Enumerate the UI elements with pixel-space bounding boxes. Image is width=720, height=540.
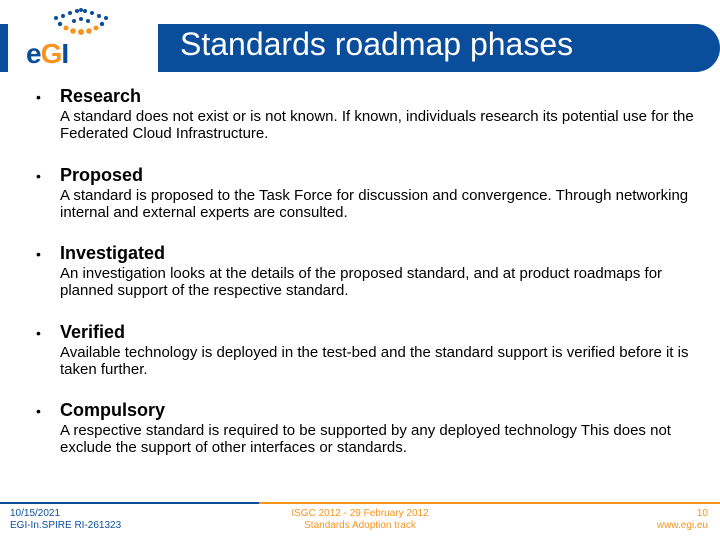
phase-title: Compulsory (60, 400, 165, 421)
footer-event: ISGC 2012 - 29 February 2012 (0, 508, 720, 520)
content-area: •Research A standard does not exist or i… (36, 86, 696, 479)
slide-title: Standards roadmap phases (180, 26, 573, 63)
phase-title: Verified (60, 322, 125, 343)
logo-text: eGI (26, 38, 68, 70)
phase-item: •Compulsory A respective standard is req… (36, 400, 696, 457)
logo-dots-icon (36, 4, 126, 36)
phase-title: Investigated (60, 243, 165, 264)
phase-desc: A respective standard is required to be … (60, 422, 696, 457)
bullet-icon: • (36, 246, 60, 262)
logo-letter-e: e (26, 38, 41, 69)
footer-url: www.egi.eu (657, 520, 708, 532)
phase-item: •Proposed A standard is proposed to the … (36, 165, 696, 222)
phase-desc: Available technology is deployed in the … (60, 344, 696, 379)
egi-logo: eGI (8, 4, 158, 74)
phase-desc: A standard does not exist or is not know… (60, 108, 696, 143)
footer-right: 10 www.egi.eu (657, 508, 708, 532)
bullet-icon: • (36, 325, 60, 341)
phase-item: •Verified Available technology is deploy… (36, 322, 696, 379)
phase-item: •Research A standard does not exist or i… (36, 86, 696, 143)
footer-page-number: 10 (657, 508, 708, 520)
footer-track: Standards Adoption track (0, 520, 720, 532)
phase-title: Research (60, 86, 141, 107)
logo-letter-i: I (61, 38, 68, 69)
bullet-icon: • (36, 89, 60, 105)
phase-item: •Investigated An investigation looks at … (36, 243, 696, 300)
phase-title: Proposed (60, 165, 143, 186)
footer: 10/15/2021 EGI-In.SPIRE RI-261323 ISGC 2… (0, 502, 720, 540)
footer-center: ISGC 2012 - 29 February 2012 Standards A… (0, 508, 720, 532)
bullet-icon: • (36, 403, 60, 419)
logo-letter-g: G (41, 38, 62, 69)
footer-divider (0, 502, 720, 504)
phase-desc: A standard is proposed to the Task Force… (60, 187, 696, 222)
phase-desc: An investigation looks at the details of… (60, 265, 696, 300)
bullet-icon: • (36, 168, 60, 184)
